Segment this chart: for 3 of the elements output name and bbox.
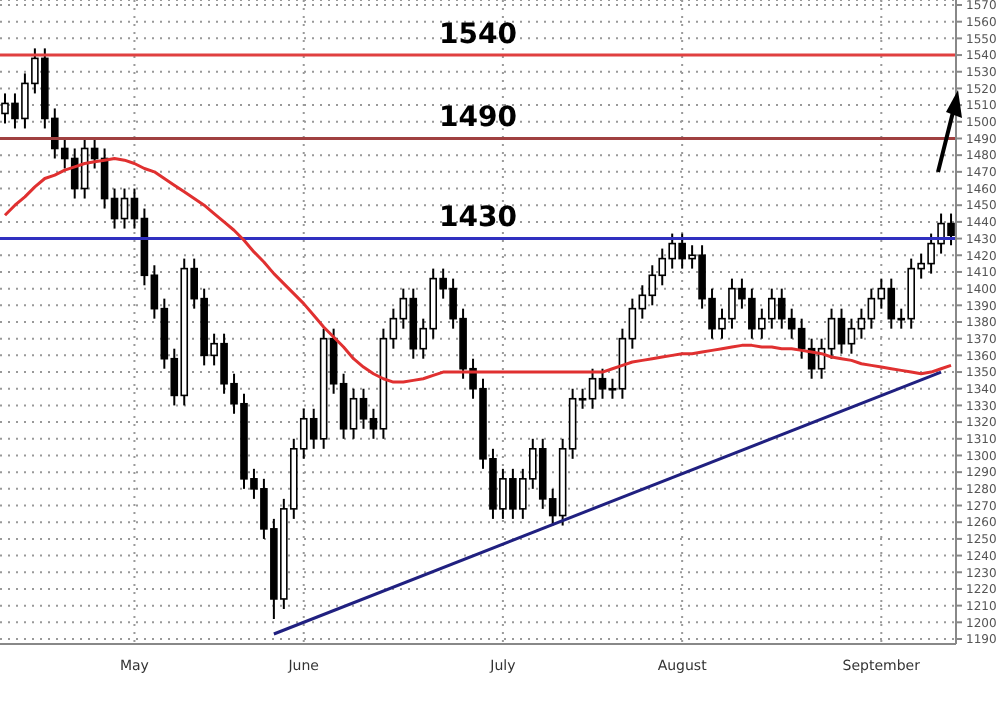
ref-line-label: 1430 bbox=[439, 202, 518, 235]
ref-line-label: 1490 bbox=[439, 102, 518, 135]
ref-line-label: 1540 bbox=[439, 18, 518, 51]
